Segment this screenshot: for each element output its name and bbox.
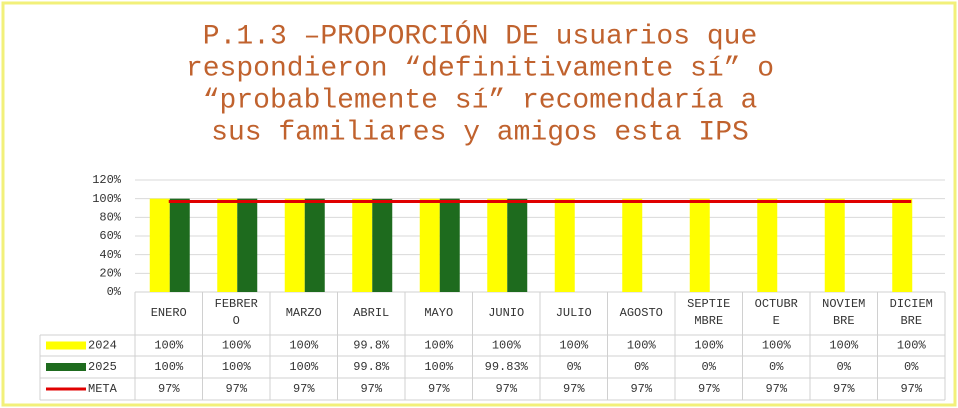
bar <box>554 198 575 292</box>
legend-key <box>46 363 86 371</box>
value-label: 100% <box>829 339 859 353</box>
x-tick-label: DICIEM BRE <box>890 297 933 328</box>
bar <box>217 198 238 292</box>
x-tick-label: MARZO <box>286 306 322 320</box>
value-label: 100% <box>762 339 792 353</box>
bar <box>487 198 508 292</box>
value-label: 97% <box>360 382 382 396</box>
value-label: 100% <box>897 339 927 353</box>
label-part: FEBRER <box>215 297 258 311</box>
value-label: 97% <box>428 382 450 396</box>
bar <box>169 198 190 292</box>
value-label: 97% <box>833 382 855 396</box>
x-tick-label: SEPTIE MBRE <box>687 297 730 328</box>
x-tick-label: JUNIO <box>488 306 524 320</box>
label-part: BRE <box>833 314 855 328</box>
value-label: 97% <box>495 382 517 396</box>
value-label: 99.8% <box>353 339 390 353</box>
bar <box>237 198 258 292</box>
value-label: 97% <box>225 382 247 396</box>
value-label: 100% <box>222 360 252 374</box>
value-label: 97% <box>563 382 585 396</box>
x-tick-label: OCTUBR E <box>755 297 798 328</box>
value-label: 0% <box>634 360 649 374</box>
x-tick-label: FEBRER O <box>215 297 258 328</box>
x-tick-label: NOVIEM BRE <box>822 297 865 328</box>
value-label: 100% <box>154 360 184 374</box>
legend-key <box>46 341 86 350</box>
bar <box>892 198 913 292</box>
bar <box>622 198 643 292</box>
value-label: 100% <box>289 360 319 374</box>
bar <box>352 198 373 292</box>
value-label: 97% <box>900 382 922 396</box>
value-label: 0% <box>904 360 919 374</box>
bar <box>507 198 528 292</box>
bar <box>304 198 325 292</box>
chart-title: sus familiares y amigos esta IPS <box>211 117 749 148</box>
x-tick-label: JULIO <box>556 306 592 320</box>
x-tick-label: MAYO <box>424 306 453 320</box>
label-part: OCTUBR <box>755 297 798 311</box>
chart-title: “probablemente sí” recomendaría a <box>203 85 758 116</box>
y-tick-label: 120% <box>92 173 122 187</box>
bar <box>284 198 305 292</box>
legend-label: META <box>88 382 118 396</box>
y-tick-label: 0% <box>107 285 122 299</box>
chart-title: respondieron “definitivamente sí” o <box>186 53 774 84</box>
value-label: 100% <box>424 360 454 374</box>
y-tick-label: 40% <box>99 248 121 262</box>
label-part: O <box>233 314 240 328</box>
value-label: 0% <box>567 360 582 374</box>
value-label: 0% <box>769 360 784 374</box>
chart-title: P.1.3 –PROPORCIÓN DE usuarios que <box>203 19 758 52</box>
bar <box>439 198 460 292</box>
label-part: BRE <box>900 314 922 328</box>
bar <box>419 198 440 292</box>
label-part: SEPTIE <box>687 297 730 311</box>
x-tick-label: AGOSTO <box>620 306 663 320</box>
value-label: 100% <box>492 339 522 353</box>
value-label: 100% <box>154 339 184 353</box>
label-part: DICIEM <box>890 297 933 311</box>
value-label: 100% <box>222 339 252 353</box>
bar <box>372 198 393 292</box>
y-tick-label: 80% <box>99 211 121 225</box>
value-label: 99.83% <box>485 360 529 374</box>
value-label: 97% <box>630 382 652 396</box>
legend-label: 2025 <box>88 360 117 374</box>
value-label: 100% <box>627 339 657 353</box>
y-tick-label: 60% <box>99 229 121 243</box>
value-label: 100% <box>424 339 454 353</box>
y-tick-label: 20% <box>99 267 121 281</box>
value-label: 100% <box>559 339 589 353</box>
bar <box>689 198 710 292</box>
x-tick-label: ABRIL <box>353 306 389 320</box>
value-label: 0% <box>702 360 717 374</box>
x-tick-label: ENERO <box>151 306 187 320</box>
value-label: 97% <box>698 382 720 396</box>
value-label: 100% <box>694 339 724 353</box>
value-label: 97% <box>158 382 180 396</box>
bar <box>149 198 170 292</box>
value-label: 97% <box>293 382 315 396</box>
value-label: 99.8% <box>353 360 390 374</box>
legend-label: 2024 <box>88 339 117 353</box>
bar <box>757 198 778 292</box>
y-tick-label: 100% <box>92 192 122 206</box>
value-label: 97% <box>765 382 787 396</box>
value-label: 100% <box>289 339 319 353</box>
label-part: NOVIEM <box>822 297 865 311</box>
label-part: MBRE <box>694 314 723 328</box>
value-label: 0% <box>837 360 852 374</box>
bar <box>824 198 845 292</box>
label-part: E <box>773 314 780 328</box>
